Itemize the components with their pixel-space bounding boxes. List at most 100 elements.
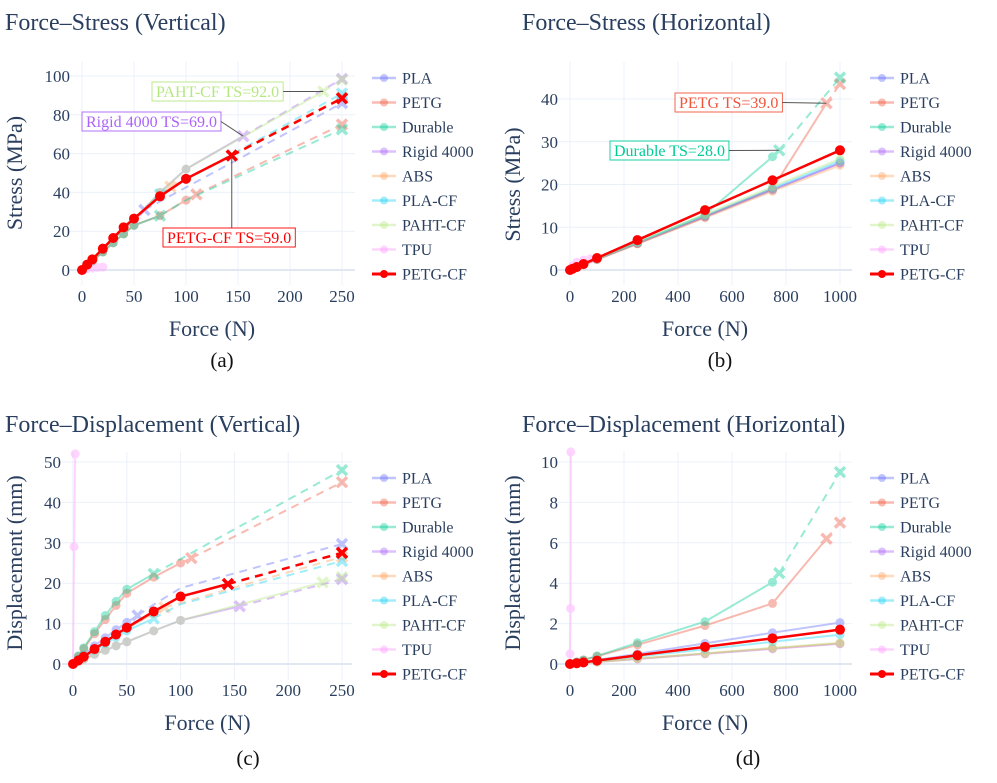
subplot-3: Force–Displacement (Horizontal)0 200 400 60… xyxy=(500,412,972,770)
x-tick-label: 150 xyxy=(222,681,248,700)
failure-marker xyxy=(147,567,160,581)
legend-item-pla[interactable]: PLA xyxy=(372,471,433,488)
failure-marker xyxy=(185,551,198,565)
data-point xyxy=(155,211,165,221)
extrapolation-line xyxy=(231,97,343,157)
legend-label: PETG-CF xyxy=(900,267,965,284)
legend-label: PAHT-CF xyxy=(900,218,964,235)
data-point xyxy=(176,558,186,568)
x-tick-label: 800 xyxy=(773,287,799,306)
legend-marker xyxy=(380,474,388,482)
legend-label: TPU xyxy=(402,642,433,659)
legend-item-abs[interactable]: ABS xyxy=(870,569,931,586)
y-tick-label: 0 xyxy=(53,655,62,674)
extrapolation-line xyxy=(159,128,343,217)
data-point xyxy=(181,164,191,174)
subplot-caption: (c) xyxy=(236,746,259,770)
legend-item-petg-cf[interactable]: PETG-CF xyxy=(372,267,467,284)
legend-item-abs[interactable]: ABS xyxy=(372,169,433,186)
data-point xyxy=(566,603,576,613)
annotation-label: Rigid 4000 TS=69.0 xyxy=(86,114,217,131)
legend-marker xyxy=(878,621,886,629)
legend-label: PETG-CF xyxy=(900,667,965,684)
legend-item-pla-cf[interactable]: PLA-CF xyxy=(870,593,955,610)
subplot-caption: (d) xyxy=(736,746,761,770)
legend-item-pla-cf[interactable]: PLA-CF xyxy=(372,593,457,610)
extrapolation-line xyxy=(239,578,343,608)
extrapolated-end-marker xyxy=(335,572,349,586)
legend-item-petg[interactable]: PETG xyxy=(372,95,442,112)
legend-item-pla[interactable]: PLA xyxy=(372,71,433,88)
legend-item-tpu[interactable]: TPU xyxy=(870,242,931,259)
legend-item-abs[interactable]: ABS xyxy=(870,169,931,186)
legend-item-petg-cf[interactable]: PETG-CF xyxy=(372,667,467,684)
failure-marker xyxy=(233,599,247,613)
legend-item-tpu[interactable]: TPU xyxy=(372,242,433,259)
data-point xyxy=(768,185,777,195)
legend-label: PETG xyxy=(900,95,940,112)
legend-label: PLA xyxy=(402,471,433,488)
legend-marker xyxy=(380,98,388,107)
legend-item-paht-cf[interactable]: PAHT-CF xyxy=(372,218,466,235)
legend-label: PAHT-CF xyxy=(900,618,964,635)
legend-item-petg[interactable]: PETG xyxy=(870,95,940,112)
data-point xyxy=(93,262,103,272)
legend-label: PLA-CF xyxy=(900,193,955,210)
y-tick-label: 40 xyxy=(541,90,558,109)
legend-item-rigid-4000[interactable]: Rigid 4000 xyxy=(870,144,972,161)
legend-label: TPU xyxy=(900,642,931,659)
legend-item-durable[interactable]: Durable xyxy=(372,120,454,137)
legend-marker xyxy=(878,270,886,278)
legend-item-rigid-4000[interactable]: Rigid 4000 xyxy=(372,144,474,161)
data-point xyxy=(633,640,642,650)
data-point xyxy=(181,164,191,174)
chart-title: Force–Displacement (Horizontal) xyxy=(522,412,845,438)
legend-item-tpu[interactable]: TPU xyxy=(372,642,433,659)
data-point xyxy=(90,629,100,639)
legend-marker xyxy=(878,221,886,229)
failure-marker xyxy=(153,209,167,222)
series-line xyxy=(569,451,572,664)
legend-item-pla[interactable]: PLA xyxy=(870,71,931,88)
legend-marker xyxy=(878,523,886,531)
x-tick-label: 200 xyxy=(277,287,303,306)
data-point xyxy=(78,651,89,662)
legend-item-petg-cf[interactable]: PETG-CF xyxy=(870,267,965,284)
data-point xyxy=(768,644,777,654)
extrapolation-line xyxy=(322,576,343,584)
legend-item-paht-cf[interactable]: PAHT-CF xyxy=(870,618,964,635)
legend-item-durable[interactable]: Durable xyxy=(870,120,952,137)
legend-item-rigid-4000[interactable]: Rigid 4000 xyxy=(870,544,972,561)
legend-label: ABS xyxy=(900,569,931,586)
legend-marker xyxy=(878,98,886,107)
extrapolation-line xyxy=(242,78,343,138)
legend-item-pla-cf[interactable]: PLA-CF xyxy=(870,193,955,210)
y-tick-label: 10 xyxy=(541,453,558,472)
annotation-label: PAHT-CF TS=92.0 xyxy=(156,84,279,101)
data-point xyxy=(148,606,159,617)
extrapolated-end-marker xyxy=(833,465,847,479)
data-point xyxy=(835,638,845,648)
y-tick-label: 4 xyxy=(550,574,559,593)
legend-marker xyxy=(878,172,886,180)
y-tick-label: 80 xyxy=(53,106,70,125)
legend-item-petg-cf[interactable]: PETG-CF xyxy=(870,667,965,684)
legend-item-pla-cf[interactable]: PLA-CF xyxy=(372,193,457,210)
legend-item-paht-cf[interactable]: PAHT-CF xyxy=(372,618,466,635)
legend-item-rigid-4000[interactable]: Rigid 4000 xyxy=(372,544,474,561)
legend-item-tpu[interactable]: TPU xyxy=(870,642,931,659)
chart-title: Force–Displacement (Vertical) xyxy=(5,412,300,438)
legend-label: Rigid 4000 xyxy=(402,544,474,561)
legend-item-pla[interactable]: PLA xyxy=(870,471,931,488)
legend-item-petg[interactable]: PETG xyxy=(372,495,442,512)
legend-item-abs[interactable]: ABS xyxy=(372,569,433,586)
data-point xyxy=(149,626,159,636)
legend-item-paht-cf[interactable]: PAHT-CF xyxy=(870,218,964,235)
x-tick-label: 200 xyxy=(611,287,637,306)
legend-item-durable[interactable]: Durable xyxy=(870,520,952,537)
extrapolation-line xyxy=(190,481,343,560)
subplot-2: Force–Displacement (Vertical)0 50 100 150 20… xyxy=(2,412,474,770)
extrapolated-end-marker xyxy=(833,71,847,84)
legend-item-petg[interactable]: PETG xyxy=(870,495,940,512)
legend-item-durable[interactable]: Durable xyxy=(372,520,454,537)
